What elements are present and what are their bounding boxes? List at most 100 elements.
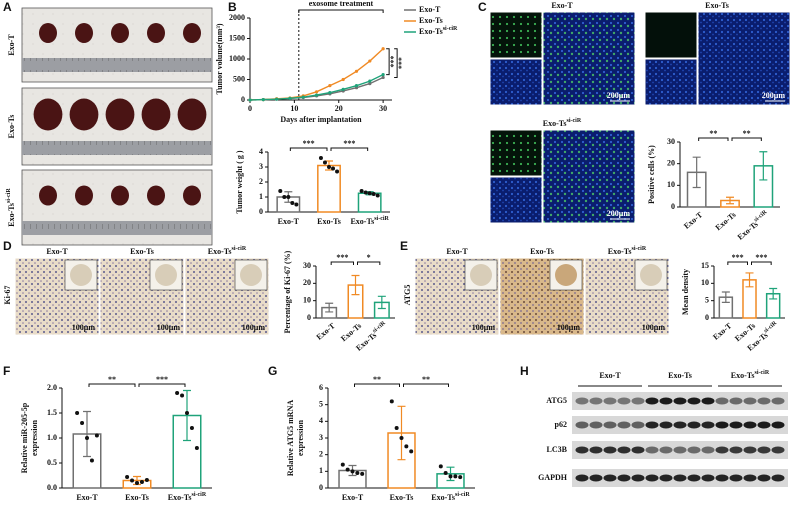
blot-band: [617, 446, 631, 454]
scale-bar-label: 100μm: [557, 323, 581, 332]
tumor: [105, 98, 135, 131]
error-bar: [325, 302, 334, 313]
data-point: [404, 444, 409, 449]
y-axis-label: Tumor weight ( g ): [235, 150, 244, 213]
blot-band: [659, 446, 673, 454]
y-tick-label: 6: [319, 383, 323, 392]
blot-band: [617, 421, 631, 429]
blot-band: [673, 397, 687, 405]
image-title-main: Exo-Ts: [608, 247, 632, 256]
panel-letter: D: [3, 239, 12, 253]
side-label-main: Ki-67: [3, 285, 12, 304]
significance-label: ***: [156, 375, 168, 384]
legend-label: Exo-Ts: [419, 16, 443, 25]
significance-label: ***: [303, 139, 315, 148]
image-title-main: Exo-T: [551, 1, 573, 10]
blot-band: [575, 421, 589, 429]
blot-band: [729, 421, 743, 429]
data-point: [371, 192, 376, 196]
scale-bar-label: 100μm: [642, 323, 666, 332]
blot-band: [743, 397, 757, 405]
significance-label: ***: [336, 253, 348, 262]
series-point: [328, 84, 332, 88]
treatment-bracket: [298, 9, 384, 13]
micrograph: [489, 129, 543, 177]
data-point: [458, 475, 463, 480]
group-label: Exo-Tssi-ciR: [731, 370, 770, 379]
blot-band: [589, 446, 603, 454]
blot-band: [575, 397, 589, 405]
x-tick-label-sup: si-ciR: [455, 492, 470, 498]
error-bar: [351, 274, 360, 296]
y-tick-label: 0.0: [47, 483, 57, 492]
blot-band: [659, 397, 673, 405]
data-point: [294, 202, 299, 207]
x-tick-label-main: Exo-T: [278, 217, 300, 226]
series-point: [368, 59, 372, 63]
significance-label: **: [743, 129, 751, 138]
blot-band: [771, 397, 785, 405]
data-point: [438, 464, 443, 469]
tumor: [111, 23, 129, 43]
significance-label: *: [367, 253, 371, 262]
data-point: [335, 169, 340, 174]
data-point: [282, 195, 287, 199]
data-point: [130, 478, 135, 483]
x-tick-label: Exo-Tssi-ciR: [168, 492, 207, 501]
panel-letter: B: [228, 0, 237, 14]
error-bar: [745, 272, 754, 288]
data-point: [453, 474, 458, 479]
data-point: [350, 469, 355, 474]
annotation: exosome treatment: [309, 0, 374, 8]
row-label-main: Exo-T: [7, 34, 16, 56]
group-label-main: Exo-T: [599, 371, 621, 380]
blot-band: [575, 474, 589, 482]
scale-bar-label: 200μm: [762, 91, 786, 100]
blot-band: [757, 397, 771, 405]
data-point: [331, 166, 336, 171]
tumor: [75, 23, 93, 43]
significance-label: **: [422, 375, 430, 384]
legend-label: Exo-T: [419, 5, 441, 14]
significance-label: ***: [343, 139, 355, 148]
blot-band: [757, 446, 771, 454]
image-title-main: Exo-Ts: [705, 1, 729, 10]
x-tick-label: 30: [379, 104, 387, 113]
image-title-main: Exo-Ts: [530, 247, 554, 256]
image-title-main: Exo-T: [46, 247, 68, 256]
ruler: [22, 221, 212, 235]
blot-band: [575, 446, 589, 454]
y-axis-label: expression: [30, 420, 39, 456]
side-label: ATG5: [403, 285, 412, 306]
data-point: [286, 195, 291, 199]
error-bar: [726, 196, 734, 205]
x-tick-label-sup: si-ciR: [374, 216, 389, 222]
data-point: [125, 475, 130, 479]
blot-band: [687, 397, 701, 405]
data-point: [189, 426, 194, 430]
blot-band: [687, 474, 701, 482]
data-point: [85, 436, 89, 440]
row-label: Exo-T: [7, 34, 16, 56]
image-title: Exo-Tssi-ciR: [543, 118, 582, 127]
y-tick-label: 3: [259, 162, 263, 171]
micrograph: [542, 129, 636, 224]
data-point: [94, 433, 99, 438]
y-tick-label: 2000: [229, 13, 245, 22]
significance-bracket: [698, 137, 729, 141]
data-point: [375, 193, 380, 198]
y-axis-label: Tumor volume(mm³): [215, 23, 224, 94]
series-point: [381, 47, 385, 51]
y-tick-label: 0: [319, 483, 323, 492]
group-label: Exo-Ts: [668, 371, 692, 380]
tumor: [141, 98, 171, 131]
row-label: Exo-Tssi-ciR: [6, 188, 15, 227]
data-point: [75, 411, 80, 415]
scale-bar-label: 200μm: [607, 91, 631, 100]
image-title: Exo-Ts: [530, 247, 554, 256]
panel-letter: G: [268, 364, 277, 378]
data-point: [80, 421, 85, 425]
inset-core: [640, 264, 662, 286]
band-label: GAPDH: [538, 473, 568, 482]
side-label-main: ATG5: [403, 285, 412, 306]
